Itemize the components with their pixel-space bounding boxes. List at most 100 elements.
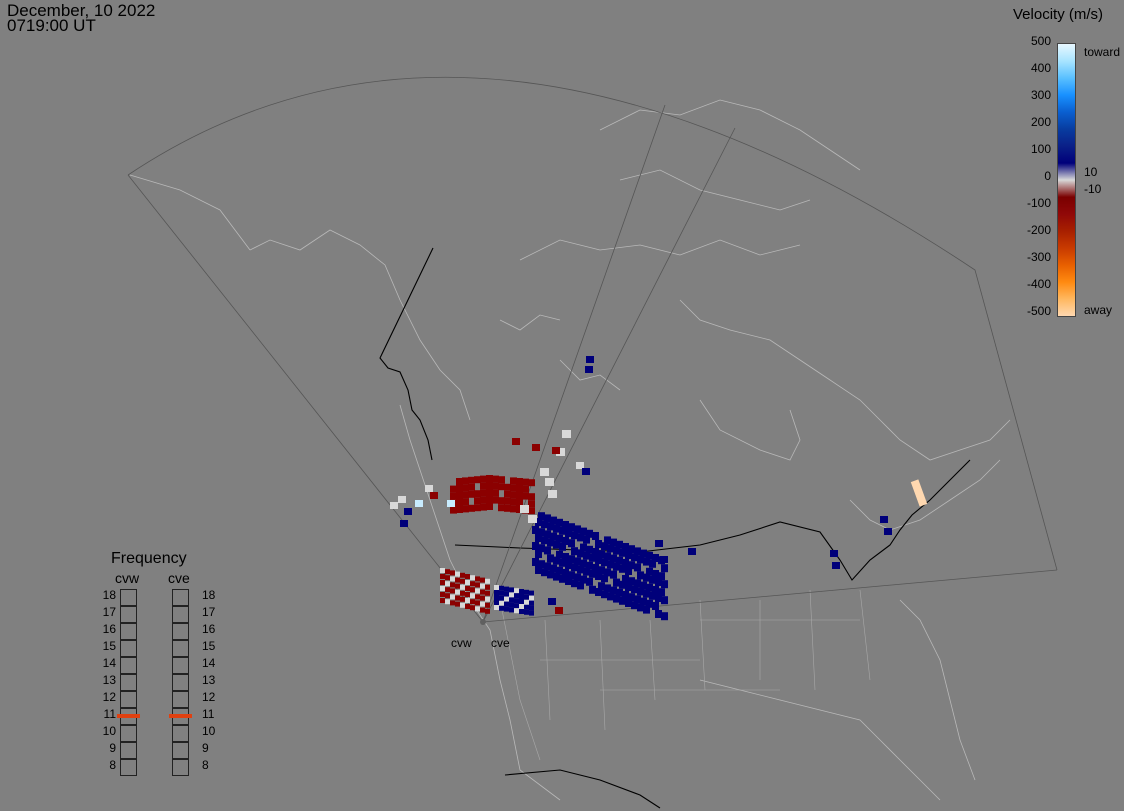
velocity-cell-toward (658, 572, 665, 581)
velocity-cell-near-toward (524, 594, 529, 600)
velocity-cell-away (492, 475, 499, 483)
velocity-cell-near-away (440, 586, 445, 591)
velocity-cell-near-away (470, 593, 475, 599)
velocity-cell-away (504, 490, 511, 498)
velocity-cell-toward (637, 587, 644, 596)
frequency-cell (172, 657, 189, 674)
velocity-cell-away (486, 482, 493, 489)
velocity-cell-near-away (445, 575, 450, 581)
velocity-cell-near-away (475, 606, 480, 612)
colorbar-tick-label: 200 (1030, 115, 1051, 129)
velocity-cell-away (516, 485, 523, 492)
velocity-cell-near-away (465, 592, 470, 597)
velocity-cell-toward (577, 565, 584, 574)
velocity-cell-near-away (475, 576, 480, 582)
velocity-cell-away (510, 498, 517, 506)
velocity-cell-toward (634, 563, 641, 572)
velocity-cell-near-away (460, 602, 465, 608)
velocity-cell-toward (595, 572, 602, 580)
velocity-cell-toward (661, 580, 668, 589)
velocity-cell-toward (655, 578, 662, 586)
velocity-cell-near-away (450, 570, 455, 576)
colorbar-title: Velocity (m/s) (1013, 6, 1104, 23)
velocity-cell-away (462, 477, 469, 485)
velocity-cell-toward (547, 522, 554, 531)
velocity-cell-near-toward (499, 605, 504, 611)
velocity-cell-toward (613, 578, 620, 587)
velocity-cell-near-toward (519, 604, 524, 609)
velocity-cell-away (486, 475, 493, 482)
frequency-level-label: 11 (202, 707, 215, 721)
velocity-cell-near-toward (519, 589, 524, 594)
velocity-cell-away (456, 499, 463, 506)
frequency-title: Frequency (111, 550, 187, 567)
velocity-cell-toward (568, 523, 575, 532)
velocity-cell-near-away (465, 604, 470, 609)
velocity-cell-away (474, 497, 481, 505)
velocity-cell-away (480, 475, 487, 483)
velocity-cell-near-toward (514, 593, 519, 599)
velocity-cell-near-toward (514, 608, 519, 614)
velocity-cell-toward (544, 514, 551, 523)
velocity-cell-toward (589, 553, 596, 562)
velocity-cell-near-away (455, 571, 460, 577)
velocity-cell-away (522, 485, 529, 493)
velocity-cell-toward (592, 548, 599, 556)
velocity-cell-near-away (470, 575, 475, 581)
colorbar-tick-label: -400 (1026, 277, 1051, 291)
velocity-cell-near-away (470, 599, 475, 605)
velocity-cell-scattered (390, 502, 398, 509)
velocity-cell-toward (568, 555, 575, 564)
velocity-cell-toward (628, 561, 635, 570)
frequency-cell (172, 674, 189, 691)
velocity-cell-toward (535, 550, 542, 558)
velocity-cell-toward (553, 556, 560, 565)
colorbar-tick-label: -200 (1026, 223, 1051, 237)
velocity-cell-away (498, 483, 505, 491)
velocity-cell-near-away (460, 596, 465, 602)
radar-label-cvw: cvw (451, 636, 472, 650)
velocity-cell-near-toward (499, 590, 504, 596)
velocity-cell-near-away (440, 574, 445, 579)
velocity-cell-toward (643, 573, 650, 582)
velocity-cell-scattered (582, 468, 590, 475)
frequency-cell (172, 623, 189, 640)
velocity-cell-near-toward (524, 604, 529, 610)
velocity-cell-near-toward (529, 605, 534, 611)
velocity-cell-scattered (447, 500, 455, 507)
velocity-cell-toward (622, 559, 629, 567)
velocity-cell-near-away (465, 586, 470, 591)
frequency-cell (120, 589, 137, 606)
velocity-cell-toward (571, 531, 578, 540)
velocity-cell-near-toward (524, 609, 529, 615)
velocity-cell-toward (622, 543, 629, 551)
frequency-cell (120, 742, 137, 759)
velocity-cell-toward (562, 537, 569, 545)
frequency-cell (172, 759, 189, 776)
frequency-level-label: 17 (102, 605, 116, 619)
velocity-cell-away (498, 476, 505, 484)
fov-outlines (127, 76, 1058, 623)
velocity-cell-near-away (460, 590, 465, 596)
velocity-cell-toward (616, 556, 623, 565)
frequency-level-label: 10 (202, 724, 216, 738)
velocity-cell-away (486, 496, 493, 503)
velocity-cell-toward (652, 586, 659, 594)
velocity-cell-away (522, 478, 529, 486)
velocity-cell-toward (571, 563, 578, 572)
velocity-cell-scattered (585, 366, 593, 373)
velocity-cell-toward (547, 538, 554, 547)
velocity-cell-toward (634, 579, 641, 588)
velocity-cell-toward (631, 553, 638, 562)
velocity-cell-toward (577, 549, 584, 558)
velocity-cell-scattered (832, 562, 840, 569)
velocity-cell-away (486, 503, 493, 510)
coastlines (129, 99, 1011, 801)
velocity-cell-near-away (450, 582, 455, 588)
velocity-cell-scattered (548, 598, 556, 605)
colorbar-toward-label: toward (1084, 45, 1121, 59)
velocity-cell-scattered (404, 508, 412, 515)
velocity-cell-away (474, 490, 481, 498)
velocity-cell-toward (538, 560, 545, 569)
